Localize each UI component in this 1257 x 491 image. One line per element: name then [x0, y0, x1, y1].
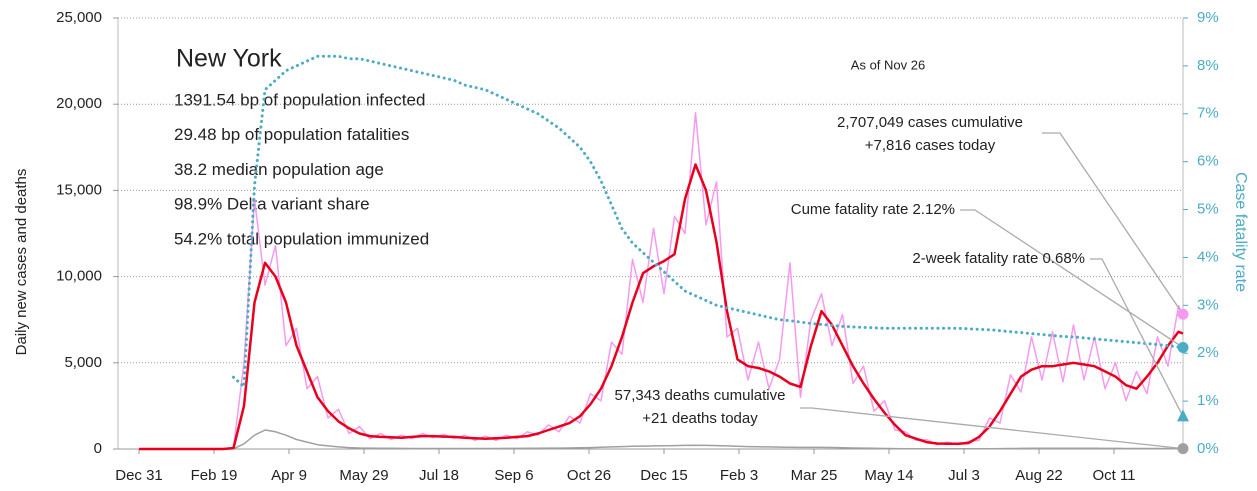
y-tick-label: 5,000 [64, 354, 102, 371]
leader-line [1090, 258, 1184, 417]
y2-tick-label: 2% [1197, 344, 1219, 361]
y-tick-label: 15,000 [56, 181, 102, 198]
info-line: 38.2 median population age [174, 160, 384, 179]
info-line: 29.48 bp of population fatalities [174, 125, 409, 144]
x-tick-label: Mar 25 [791, 467, 838, 484]
y2-tick-label: 0% [1197, 440, 1219, 457]
info-title: New York [176, 45, 282, 73]
y-tick-label: 10,000 [56, 268, 102, 285]
y2-tick-label: 5% [1197, 201, 1219, 218]
x-tick-label: Oct 11 [1092, 467, 1135, 484]
annotation-marker [1177, 308, 1189, 320]
y2-tick-label: 6% [1197, 153, 1219, 170]
y2-tick-label: 9% [1197, 9, 1219, 26]
series-line [139, 112, 1184, 450]
x-tick-label: Jul 3 [948, 467, 980, 484]
y-axis-label: Daily new cases and deaths [13, 169, 30, 356]
x-tick-label: Dec 15 [640, 467, 688, 484]
info-line: 1391.54 bp of population infected [174, 90, 425, 109]
y2-tick-label: 3% [1197, 296, 1219, 313]
x-tick-label: Feb 19 [191, 467, 238, 484]
info-line: 98.9% Delta variant share [174, 195, 370, 214]
x-tick-label: Sep 6 [494, 467, 533, 484]
y2-tick-label: 1% [1197, 392, 1219, 409]
leader-line [800, 407, 1184, 450]
annotation-text: 2-week fatality rate 0.68% [912, 250, 1085, 267]
annotation-text: Cume fatality rate 2.12% [791, 201, 955, 218]
y-tick-label: 20,000 [56, 95, 102, 112]
x-tick-label: Oct 26 [567, 467, 611, 484]
annotation-text: +7,816 cases today [865, 137, 996, 154]
y-tick-label: 25,000 [56, 9, 102, 26]
y2-tick-label: 4% [1197, 248, 1219, 265]
x-tick-label: Apr 9 [271, 467, 307, 484]
info-line: 54.2% total population immunized [174, 229, 429, 248]
x-tick-label: May 29 [339, 467, 388, 484]
x-tick-label: Aug 22 [1015, 467, 1063, 484]
annotation-marker [1177, 409, 1189, 422]
annotation-marker [1177, 443, 1189, 455]
series-line [232, 54, 1185, 389]
annotation-text: 57,343 deaths cumulative [615, 387, 786, 404]
annotation-text: +21 deaths today [642, 410, 758, 427]
annotation-text: 2,707,049 cases cumulative [837, 114, 1023, 131]
leader-line [1042, 132, 1184, 315]
annotation-marker [1177, 341, 1189, 353]
x-tick-label: Dec 31 [115, 467, 163, 484]
x-tick-label: Jul 18 [419, 467, 459, 484]
series-line [139, 429, 1184, 450]
y2-tick-label: 7% [1197, 105, 1219, 122]
x-tick-label: May 14 [864, 467, 913, 484]
leader-line [960, 209, 1184, 349]
y2-tick-label: 8% [1197, 57, 1219, 74]
note: As of Nov 26 [851, 57, 925, 72]
series-line [139, 163, 1184, 451]
y-tick-label: 0 [94, 440, 102, 457]
x-tick-label: Feb 3 [720, 467, 758, 484]
y2-axis-label: Case fatality rate [1232, 172, 1249, 292]
